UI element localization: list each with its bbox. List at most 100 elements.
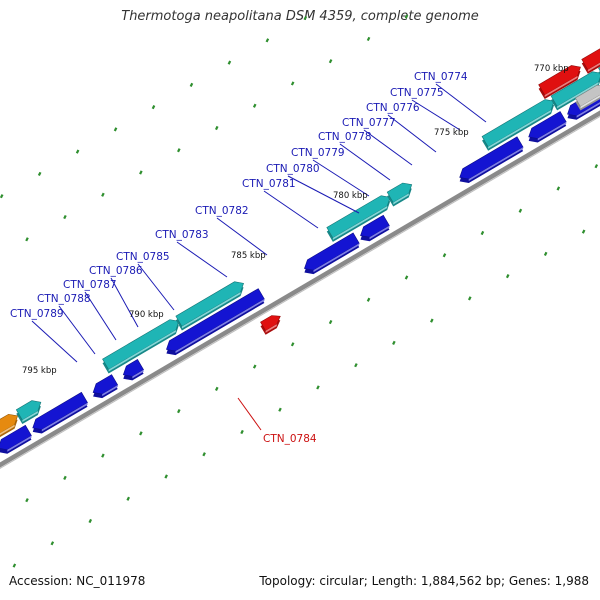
label-leader-line bbox=[110, 277, 139, 328]
forward-cds-gene bbox=[550, 71, 600, 107]
tick-mark bbox=[214, 125, 219, 131]
tick-mark bbox=[366, 297, 371, 302]
scale-label: 790 kbp bbox=[129, 310, 164, 320]
scale-label: 775 kbp bbox=[434, 128, 469, 138]
tick-mark bbox=[164, 474, 168, 479]
tick-mark bbox=[25, 498, 29, 503]
label-leader-line bbox=[84, 291, 117, 341]
reverse-cds-gene-highlight bbox=[468, 147, 524, 182]
tick-mark bbox=[63, 214, 67, 220]
label-leader-line bbox=[263, 190, 319, 229]
backbone-line bbox=[0, 110, 600, 468]
forward-cds-gene-highlight bbox=[181, 292, 241, 329]
highlight-gene-highlight bbox=[544, 75, 578, 98]
tick-mark bbox=[151, 105, 156, 110]
reverse-cds-gene bbox=[32, 391, 88, 430]
gene-label: CTN_0777 bbox=[342, 117, 396, 129]
tick-mark bbox=[101, 192, 105, 197]
highlight-gene-highlight bbox=[587, 62, 600, 72]
tick-mark bbox=[25, 237, 29, 242]
tick-mark bbox=[290, 81, 295, 86]
tick-mark bbox=[12, 563, 17, 568]
tick-mark bbox=[581, 229, 586, 234]
reverse-cds-gene-highlight bbox=[369, 225, 390, 240]
label-leader-line bbox=[312, 159, 370, 197]
label-leader-line bbox=[216, 217, 268, 256]
gene-label: CTN_0788 bbox=[37, 293, 91, 305]
forward-cds-gene bbox=[481, 99, 555, 148]
tick-mark bbox=[328, 59, 333, 64]
tick-mark bbox=[101, 453, 105, 458]
reverse-cds-gene-highlight bbox=[576, 102, 600, 118]
unknown-gene bbox=[574, 84, 600, 107]
label-leader-line bbox=[176, 241, 228, 278]
tick-mark bbox=[278, 407, 282, 412]
label-leader-line bbox=[435, 83, 487, 123]
tick-mark bbox=[252, 364, 257, 369]
forward-cds-gene bbox=[326, 195, 391, 239]
gene-label: CTN_0776 bbox=[366, 102, 420, 114]
gene-label: CTN_0775 bbox=[390, 87, 444, 99]
tick-mark bbox=[113, 127, 118, 132]
tick-mark bbox=[430, 318, 434, 323]
gene-labels: CTN_0774 CTN_0775 CTN_0776 CTN_0777 CTN_0778… bbox=[10, 71, 468, 445]
label-leader-line bbox=[58, 305, 96, 355]
scale-label: 770 kbp bbox=[534, 64, 569, 74]
forward-cds-gene-highlight bbox=[332, 206, 388, 240]
gene-label: CTN_0782 bbox=[195, 205, 249, 217]
scale-label: 785 kbp bbox=[231, 251, 266, 261]
label-leader-line bbox=[287, 175, 360, 214]
label-leader-line bbox=[411, 99, 461, 131]
forward-cds-gene-highlight bbox=[393, 193, 409, 205]
tick-mark bbox=[240, 429, 244, 435]
forward-cds-gene-highlight bbox=[22, 410, 38, 423]
tick-mark bbox=[290, 342, 295, 347]
gene-label: CTN_0784 bbox=[263, 433, 317, 445]
tick-mark bbox=[139, 431, 143, 436]
reverse-cds-gene-highlight bbox=[102, 384, 118, 397]
gene-label: CTN_0779 bbox=[291, 147, 345, 159]
accession-text: Accession: NC_011978 bbox=[9, 574, 146, 588]
gene-label: CTN_0783 bbox=[155, 229, 209, 241]
highlight-gene-highlight bbox=[265, 324, 277, 333]
gene-features bbox=[0, 48, 600, 454]
label-leader-line bbox=[237, 397, 262, 431]
gene-label: CTN_0780 bbox=[266, 163, 320, 175]
tick-mark bbox=[594, 164, 599, 169]
tick-mark bbox=[202, 452, 206, 457]
reverse-cds-gene-highlight bbox=[537, 121, 567, 141]
gene-label: CTN_0785 bbox=[116, 251, 170, 263]
tick-mark bbox=[303, 15, 308, 21]
label-leader-line bbox=[339, 143, 391, 181]
forward-cds-gene-highlight bbox=[108, 329, 176, 372]
tick-mark bbox=[177, 409, 181, 414]
unknown-gene-highlight bbox=[580, 95, 600, 109]
tick-mark bbox=[177, 148, 181, 153]
tick-mark bbox=[189, 82, 194, 87]
scale-labels: 770 kbp 775 kbp 780 kbp 785 kbp 790 kbp 795 k… bbox=[22, 64, 569, 376]
forward-cds-gene-highlight bbox=[488, 109, 552, 149]
gene-label: CTN_0786 bbox=[89, 265, 143, 277]
tick-mark bbox=[316, 385, 320, 390]
gene-label: CTN_0781 bbox=[242, 178, 296, 190]
backbone-shadow bbox=[0, 115, 600, 470]
reverse-cds-gene-highlight bbox=[313, 243, 360, 273]
tick-mark bbox=[265, 38, 270, 43]
tick-mark bbox=[556, 186, 561, 191]
highlight-gene bbox=[581, 48, 600, 71]
tick-mark bbox=[328, 319, 333, 325]
tick-mark bbox=[252, 103, 257, 108]
reverse-cds-gene bbox=[92, 374, 119, 395]
gene-label: CTN_0789 bbox=[10, 308, 64, 320]
label-leader-line bbox=[363, 129, 413, 166]
tick-mark bbox=[404, 275, 409, 280]
tick-mark bbox=[543, 251, 548, 256]
tick-mark bbox=[467, 296, 472, 301]
tick-mark bbox=[75, 149, 80, 154]
tick-mark bbox=[63, 475, 67, 481]
scale-label: 780 kbp bbox=[333, 191, 368, 201]
tick-mark bbox=[366, 36, 371, 42]
gene-label: CTN_0778 bbox=[318, 131, 372, 143]
gene-label: CTN_0787 bbox=[63, 279, 117, 291]
